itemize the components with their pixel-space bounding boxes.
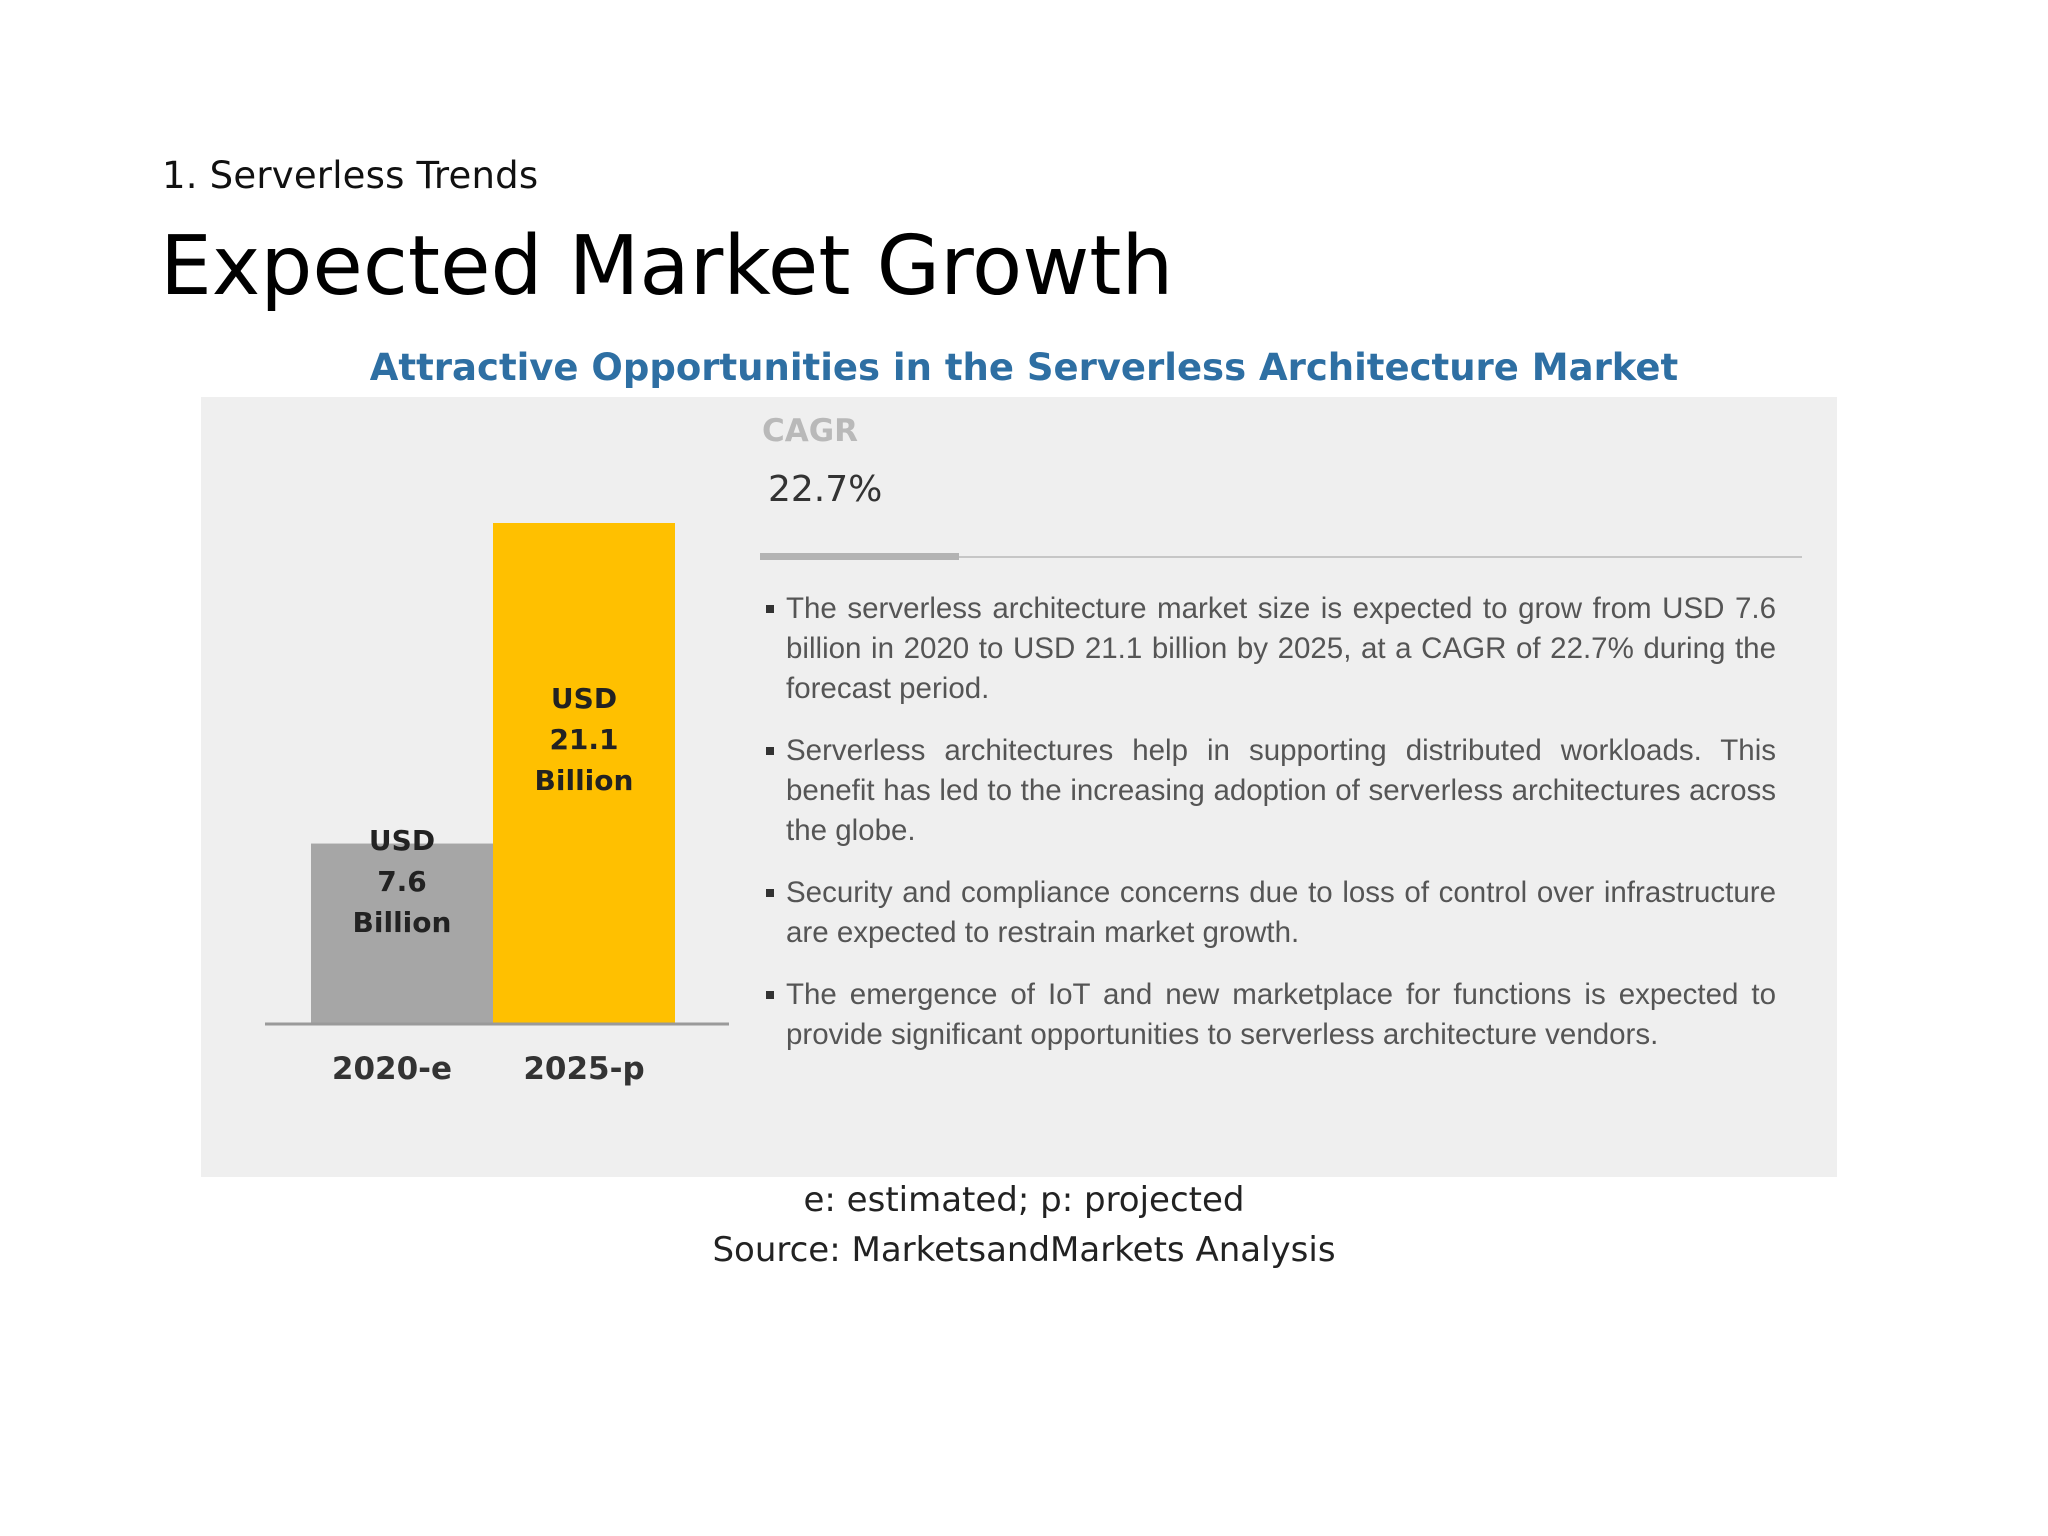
bar-label-unit: Billion bbox=[352, 906, 452, 940]
page-title: Expected Market Growth bbox=[160, 219, 1174, 314]
category-label-2020: 2020-e bbox=[331, 1051, 453, 1087]
infographic-panel: USD 7.6 Billion USD 21.1 Billion 2020-e … bbox=[201, 397, 1837, 1177]
divider bbox=[760, 556, 1802, 558]
bullet-text: The serverless architecture market size … bbox=[786, 592, 1776, 705]
bullet-square-icon bbox=[766, 747, 774, 755]
bar-2025 bbox=[493, 523, 675, 1024]
bar-label-currency: USD bbox=[550, 682, 618, 715]
bullet-text: The emergence of IoT and new marketplace… bbox=[786, 978, 1776, 1051]
bar-data-label-2020: USD 7.6 Billion bbox=[312, 820, 492, 943]
category-label-2025: 2025-p bbox=[523, 1051, 645, 1087]
list-item: The emergence of IoT and new marketplace… bbox=[764, 975, 1776, 1055]
bar-data-label-2025: USD 21.1 Billion bbox=[494, 678, 674, 801]
source-note: Source: MarketsandMarkets Analysis bbox=[712, 1230, 1336, 1270]
bar-label-value: 21.1 bbox=[549, 723, 619, 756]
bullet-square-icon bbox=[766, 889, 774, 897]
cagr-value: 22.7% bbox=[768, 469, 883, 510]
bullet-text: Serverless architectures help in support… bbox=[786, 734, 1776, 847]
section-label: 1. Serverless Trends bbox=[162, 154, 539, 197]
cagr-label: CAGR bbox=[762, 413, 859, 449]
bar-label-currency: USD bbox=[368, 824, 436, 858]
divider-accent bbox=[760, 553, 959, 560]
bullet-text: Security and compliance concerns due to … bbox=[786, 876, 1776, 949]
key-points-list: The serverless architecture market size … bbox=[764, 589, 1776, 1077]
bar-label-value: 7.6 bbox=[377, 865, 427, 899]
footnote: e: estimated; p: projected bbox=[803, 1180, 1245, 1220]
bar-2020 bbox=[311, 843, 493, 1024]
list-item: The serverless architecture market size … bbox=[764, 589, 1776, 709]
bar-chart bbox=[265, 523, 729, 1026]
list-item: Security and compliance concerns due to … bbox=[764, 873, 1776, 953]
bullet-square-icon bbox=[766, 605, 774, 613]
bullet-square-icon bbox=[766, 991, 774, 999]
bar-label-unit: Billion bbox=[534, 764, 634, 797]
figure-title: Attractive Opportunities in the Serverle… bbox=[369, 346, 1679, 389]
list-item: Serverless architectures help in support… bbox=[764, 731, 1776, 851]
